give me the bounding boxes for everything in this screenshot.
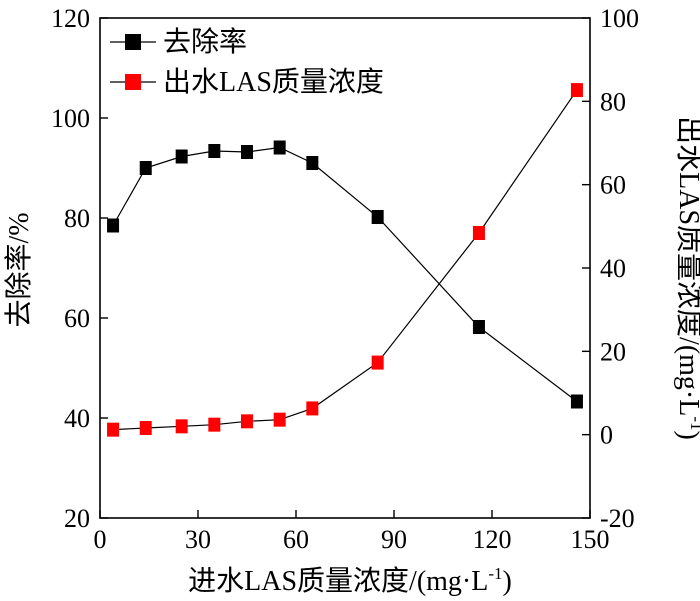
series-line-0 <box>112 146 578 402</box>
x-axis-label: 进水LAS质量浓度/(mg·L-1) <box>188 564 512 597</box>
data-point-1 <box>139 421 152 435</box>
series-line-1 <box>113 89 578 431</box>
y-right-tick-label: -20 <box>600 504 635 533</box>
data-point-0 <box>175 149 188 164</box>
y-left-tick-label: 120 <box>51 4 90 33</box>
data-point-0 <box>273 140 286 155</box>
legend-label-removal-rate: 去除率 <box>163 26 247 58</box>
y-left-tick-label: 40 <box>64 404 90 433</box>
x-tick-label: 30 <box>185 525 211 554</box>
legend-marker-removal-rate <box>125 34 141 50</box>
data-point-1 <box>241 414 253 429</box>
series-lines <box>112 89 578 431</box>
y-left-tick-label: 100 <box>51 104 90 133</box>
data-point-1 <box>371 355 384 370</box>
y-axis-right-label-superscript: -1 <box>687 416 700 430</box>
y-right-tick-label: 0 <box>600 421 613 450</box>
legend: 去除率 出水LAS质量浓度 <box>110 26 384 98</box>
y-axis-right-label: 出水LAS质量浓度/(mg·L-1) <box>673 116 700 440</box>
data-point-1 <box>273 412 286 427</box>
data-point-1 <box>472 226 485 240</box>
x-tick-label: 150 <box>571 525 610 554</box>
x-tick-label: 120 <box>473 525 512 554</box>
data-point-0 <box>139 161 152 175</box>
x-tick-label: 60 <box>283 525 309 554</box>
data-point-1 <box>306 401 319 416</box>
data-point-0 <box>208 144 221 158</box>
y-right-tick-label: 80 <box>600 87 626 116</box>
y-left-tick-label: 60 <box>64 304 90 333</box>
data-point-0 <box>472 320 485 334</box>
y-right-tick-label: 100 <box>600 4 639 33</box>
data-point-0 <box>570 394 583 409</box>
series-markers <box>107 83 583 437</box>
y-left-tick-label: 80 <box>64 204 90 233</box>
data-point-1 <box>107 422 120 437</box>
data-point-0 <box>306 156 319 170</box>
y-axis-left-label: 去除率/% <box>3 212 35 327</box>
data-point-0 <box>241 145 253 159</box>
legend-label-effluent-las: 出水LAS质量浓度 <box>163 66 384 98</box>
legend-marker-effluent-las <box>125 74 141 90</box>
x-tick-label: 0 <box>94 525 107 554</box>
x-tick-label: 90 <box>381 525 407 554</box>
data-point-1 <box>175 419 188 434</box>
data-point-1 <box>570 83 583 98</box>
y-right-tick-label: 60 <box>600 171 626 200</box>
y-right-tick-label: 20 <box>600 337 626 366</box>
y-left-tick-label: 20 <box>64 504 90 533</box>
data-point-1 <box>208 417 221 432</box>
data-point-0 <box>371 210 384 224</box>
x-axis-label-superscript: -1 <box>488 564 502 583</box>
ticks: 0 30 60 90 120 15020406080100120-200204060801… <box>51 4 639 554</box>
y-right-tick-label: 40 <box>600 254 626 283</box>
data-point-0 <box>107 218 120 233</box>
